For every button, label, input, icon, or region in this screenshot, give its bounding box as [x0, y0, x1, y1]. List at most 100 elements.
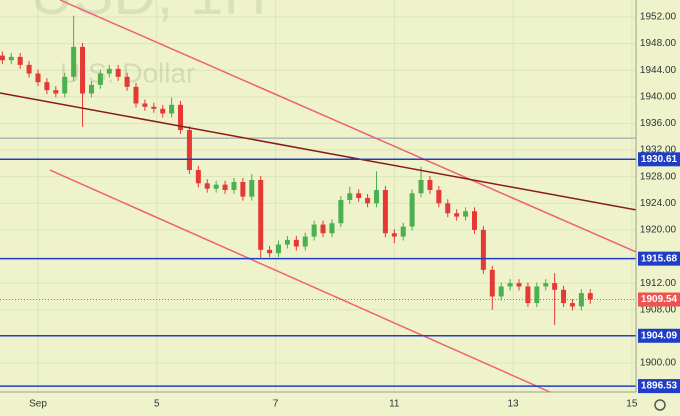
candle-body [71, 46, 77, 77]
y-tick-label: 1920.00 [640, 225, 677, 236]
x-tick-label: 13 [508, 399, 520, 410]
level-label-box [638, 379, 680, 394]
candle-body [552, 283, 558, 290]
candle-body [231, 181, 237, 190]
candle-body [178, 104, 184, 131]
candle-body [418, 179, 424, 194]
x-tick-label: 11 [389, 399, 400, 410]
candle-body [284, 239, 290, 245]
candle-body [356, 193, 362, 198]
x-tick-label: Sep [29, 399, 47, 410]
y-tick-label: 1928.00 [640, 171, 677, 182]
candle-body [302, 236, 308, 247]
y-tick-label: 1952.00 [640, 12, 677, 23]
level-label: 1930.61 [641, 154, 678, 165]
candle-body [151, 106, 157, 109]
level-label: 1915.68 [641, 253, 678, 264]
candle-body [80, 46, 86, 94]
candle-body [106, 68, 112, 74]
candle-body [17, 56, 23, 65]
candle-body [561, 289, 567, 304]
y-tick-label: 1940.00 [640, 91, 677, 102]
candle-body [88, 84, 94, 94]
candle-body [115, 68, 121, 77]
candle-body [534, 286, 540, 304]
candle-body [35, 73, 41, 83]
trend-line [0, 92, 637, 211]
candle-body [338, 199, 344, 224]
y-tick-label: 1932.00 [640, 145, 677, 156]
candle-body [587, 293, 593, 300]
level-label-box [638, 152, 680, 167]
candle-body [543, 283, 549, 287]
plot [0, 0, 637, 393]
candle-body [62, 76, 68, 94]
candle-body [525, 286, 531, 304]
candle-body [258, 179, 264, 250]
candle-body [507, 283, 513, 287]
y-tick-label: 1936.00 [640, 118, 677, 129]
candle-body [454, 213, 460, 217]
axes: 1952.00 1948.00 1944.00 1940.00 1936.00 1932.… [29, 12, 680, 410]
candle-body [267, 249, 273, 254]
candle-body [578, 293, 584, 307]
candle-body [463, 211, 469, 217]
candle-body [365, 197, 371, 204]
candle-body [169, 104, 175, 114]
y-tick-label: 1900.00 [640, 358, 677, 369]
y-tick-label: 1944.00 [640, 65, 677, 76]
x-tick-label: 7 [273, 399, 279, 410]
last-price-box [638, 292, 680, 307]
x-tick-label: 5 [154, 399, 160, 410]
candle-body [329, 223, 335, 234]
grid [0, 0, 636, 392]
y-tick-label: 1948.00 [640, 38, 677, 49]
candle-body [124, 76, 130, 87]
candle-body [498, 286, 504, 297]
candle-body [347, 193, 353, 200]
candle-body [276, 244, 282, 254]
level-label: 1896.53 [641, 381, 678, 392]
candle-body [400, 226, 406, 237]
candle-body [186, 130, 192, 171]
candle-body [160, 108, 166, 114]
candle-body [204, 183, 210, 189]
candle-body [213, 184, 219, 189]
candle-body [133, 86, 139, 104]
x-tick-label: 15 [626, 399, 638, 410]
candle-body [97, 73, 103, 85]
candle-body [436, 189, 442, 204]
candle-body [427, 179, 433, 190]
candle-body [53, 90, 59, 94]
last-price-label: 1909.54 [641, 294, 678, 305]
candle-body [311, 224, 317, 237]
candle-body [471, 211, 477, 230]
level-label: 1904.09 [641, 330, 678, 341]
trend-line [59, 0, 637, 253]
candle-body [569, 303, 575, 307]
y-tick-label: 1924.00 [640, 198, 677, 209]
candle-body [320, 224, 326, 234]
candle-body [391, 233, 397, 237]
candle-body [409, 193, 415, 227]
y-tick-label: 1908.00 [640, 304, 677, 315]
candle-body [44, 82, 50, 91]
candle-body [516, 283, 522, 287]
candle-body [222, 184, 228, 190]
candle-body [142, 103, 148, 107]
candle-body [445, 203, 451, 214]
trend-line [49, 169, 551, 393]
level-label-box [638, 251, 680, 266]
settings-icon[interactable] [654, 399, 666, 411]
candle-body [240, 181, 246, 197]
candle-body [382, 189, 388, 234]
candle-body [26, 64, 32, 74]
candle-body [480, 229, 486, 270]
level-label-box [638, 328, 680, 343]
candle-body [373, 189, 379, 204]
y-tick-label: 1912.00 [640, 278, 677, 289]
candle-body [249, 179, 255, 197]
candle-body [0, 55, 5, 61]
candle-body [293, 239, 299, 247]
